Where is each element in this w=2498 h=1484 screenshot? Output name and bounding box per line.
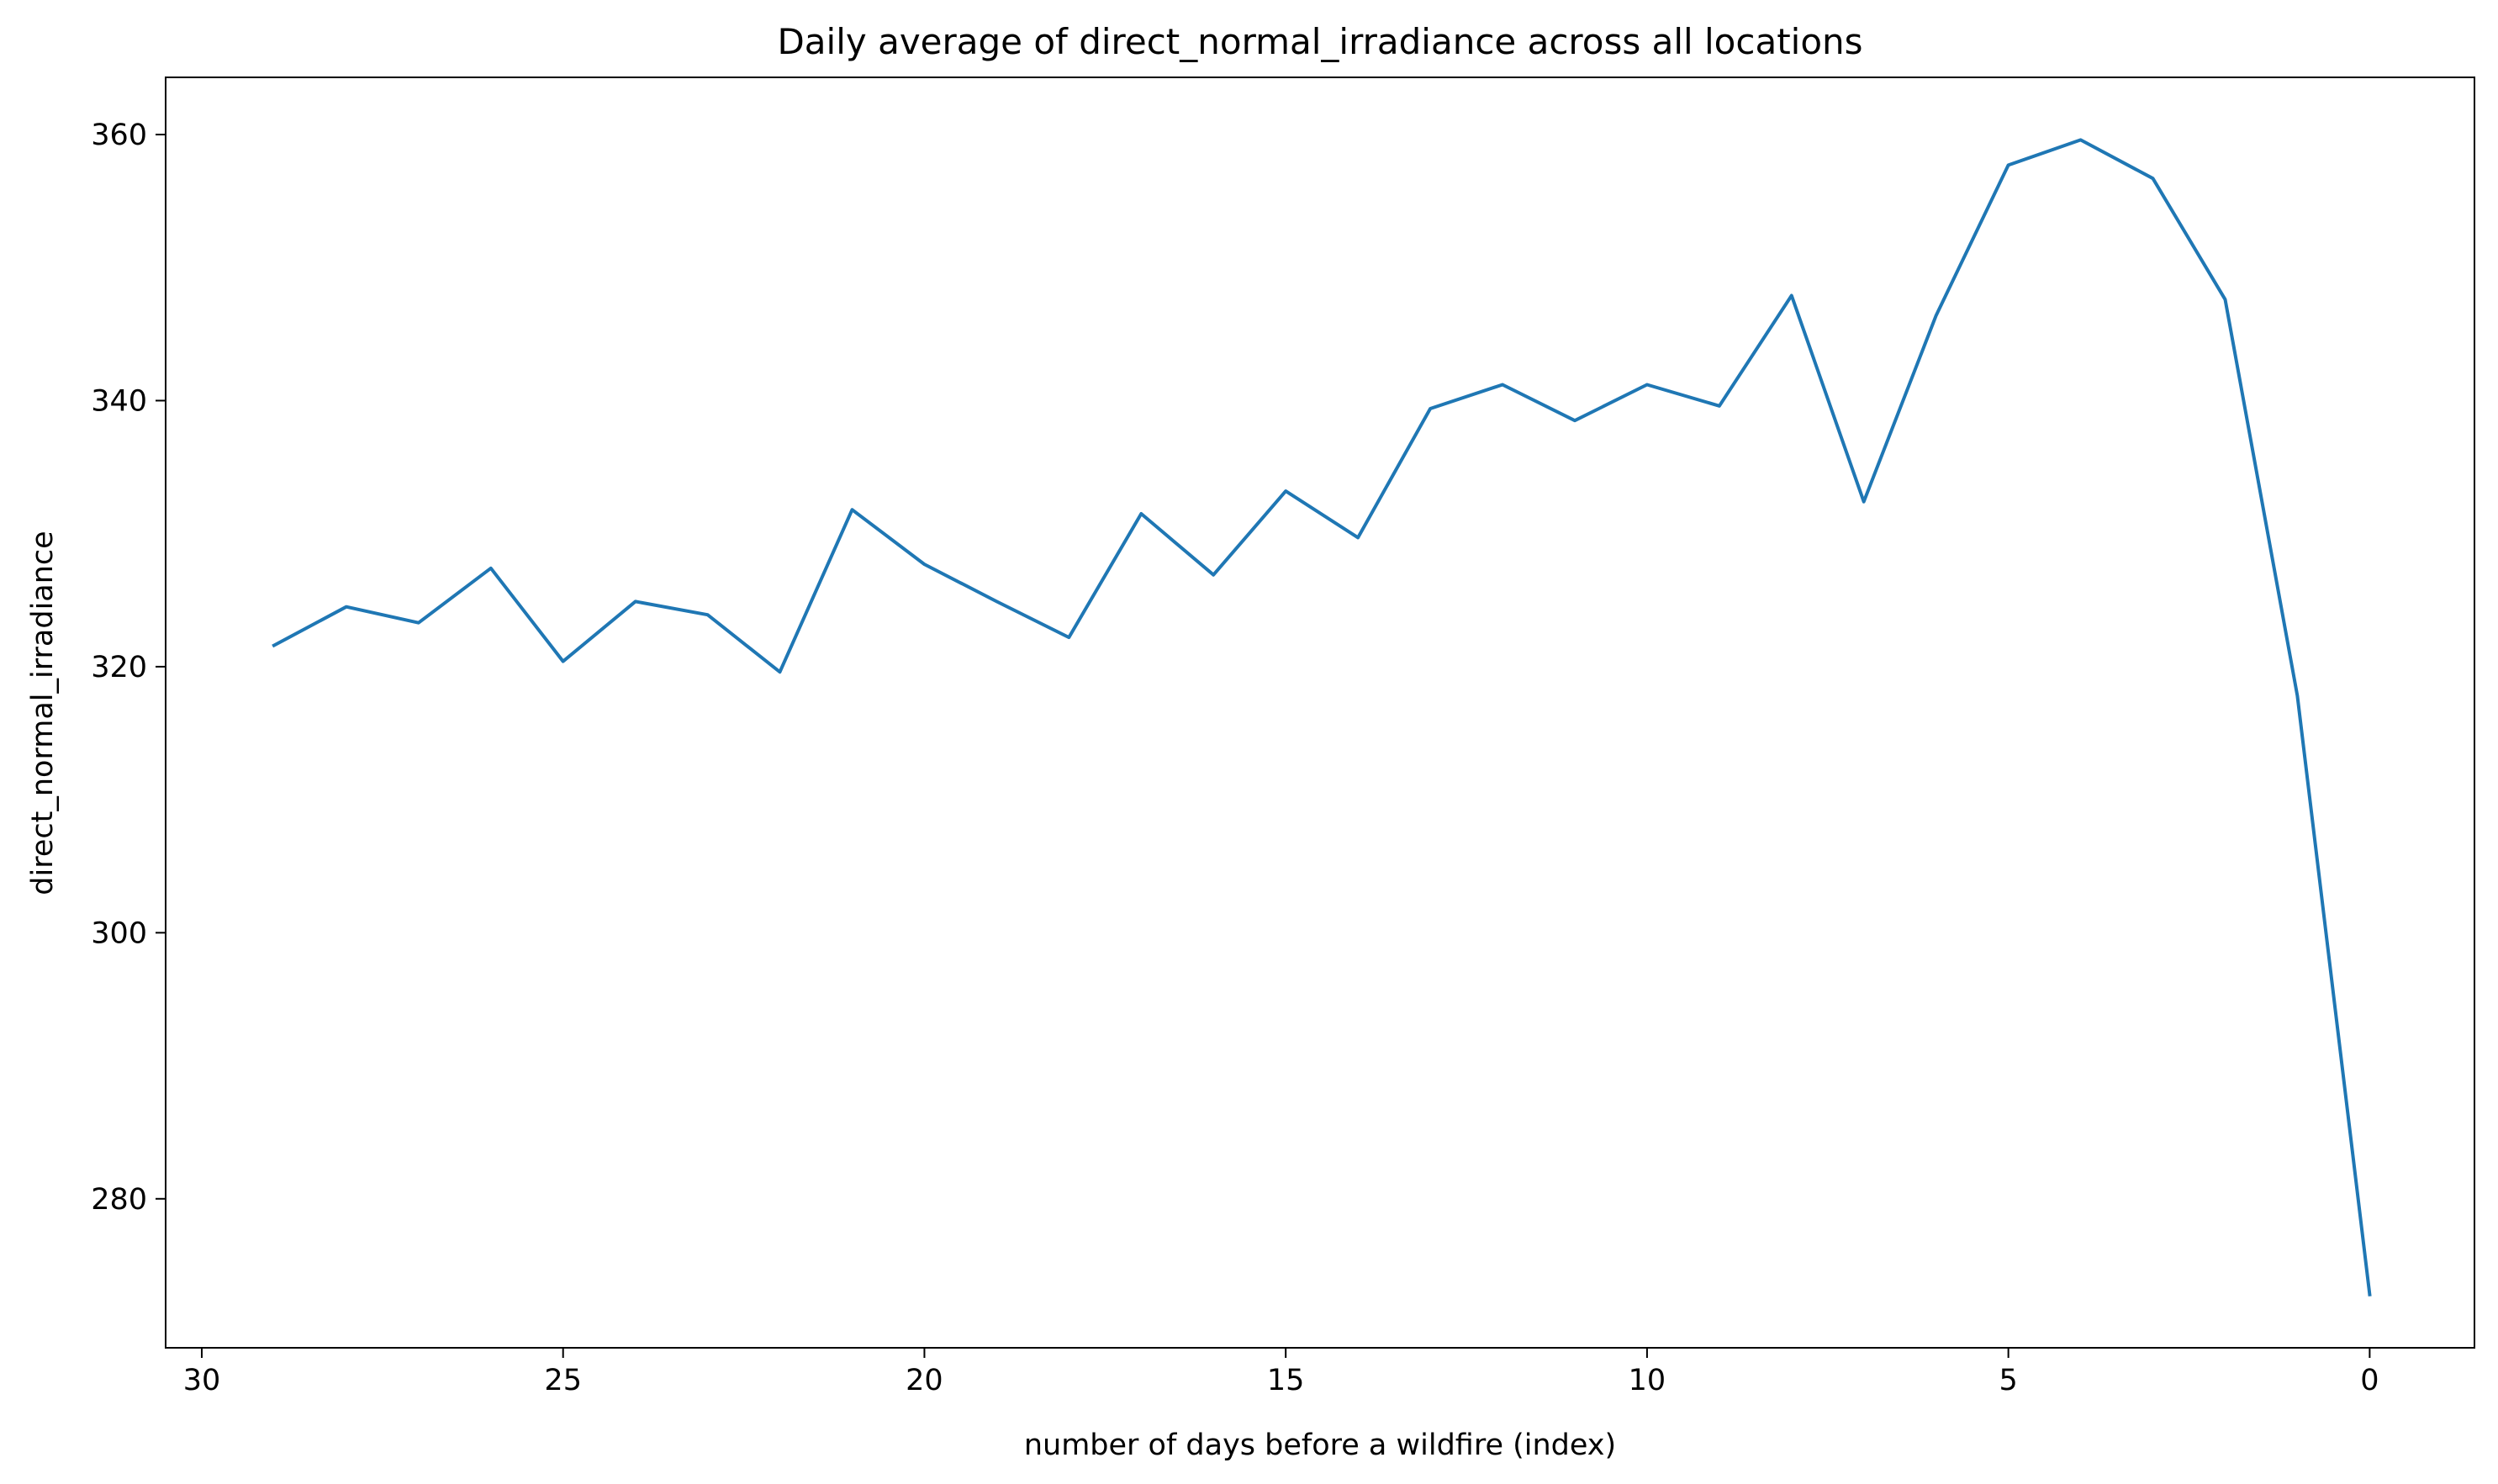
data-point (2079, 138, 2083, 141)
x-tick-label: 30 (183, 1364, 221, 1397)
data-point (2007, 163, 2010, 166)
chart-title: Daily average of direct_normal_irradianc… (777, 21, 1862, 62)
x-axis: 30 25 20 15 10 5 0 (183, 1348, 2379, 1397)
data-point (634, 599, 637, 603)
data-point (2368, 1293, 2371, 1297)
y-axis: 280 300 320 340 360 (91, 119, 166, 1217)
plot-frame (165, 77, 2475, 1349)
x-tick-label: 10 (1629, 1364, 1666, 1397)
x-axis-title: number of days before a wildfire (index) (1024, 1429, 1616, 1462)
plot-area (272, 138, 2372, 1297)
data-point (995, 599, 998, 603)
data-point (1935, 314, 1938, 317)
data-point (1862, 500, 1866, 504)
data-point (272, 644, 276, 647)
data-point (2224, 298, 2227, 301)
data-point (1573, 419, 1576, 422)
y-axis-title: direct_normal_irradiance (26, 531, 60, 895)
x-tick-label: 0 (2360, 1364, 2379, 1397)
y-tick-label: 320 (91, 651, 147, 684)
x-tick-label: 15 (1267, 1364, 1305, 1397)
y-tick-label: 340 (91, 384, 147, 418)
series-line (272, 138, 2372, 1297)
x-tick-label: 5 (1999, 1364, 2018, 1397)
y-tick-label: 360 (91, 119, 147, 152)
data-point (1356, 536, 1360, 539)
y-tick-label: 280 (91, 1183, 147, 1217)
data-point (1645, 383, 1649, 387)
data-point (706, 613, 710, 616)
x-tick-label: 20 (906, 1364, 943, 1397)
data-point (1501, 383, 1504, 387)
x-tick-label: 25 (544, 1364, 582, 1397)
data-point (851, 508, 854, 511)
data-point (1212, 573, 1215, 577)
data-point (417, 621, 420, 625)
y-tick-label: 300 (91, 916, 147, 950)
data-point (922, 562, 926, 566)
data-point (1718, 404, 1721, 408)
data-point (1067, 636, 1070, 639)
data-point (345, 605, 348, 609)
data-point (2152, 177, 2155, 180)
data-point (1139, 512, 1143, 515)
data-point (1790, 294, 1793, 298)
data-point (489, 567, 493, 570)
data-point (1284, 489, 1287, 493)
data-point (779, 670, 782, 673)
data-point (562, 660, 565, 663)
data-point (2295, 694, 2299, 698)
data-point (1429, 407, 1432, 410)
